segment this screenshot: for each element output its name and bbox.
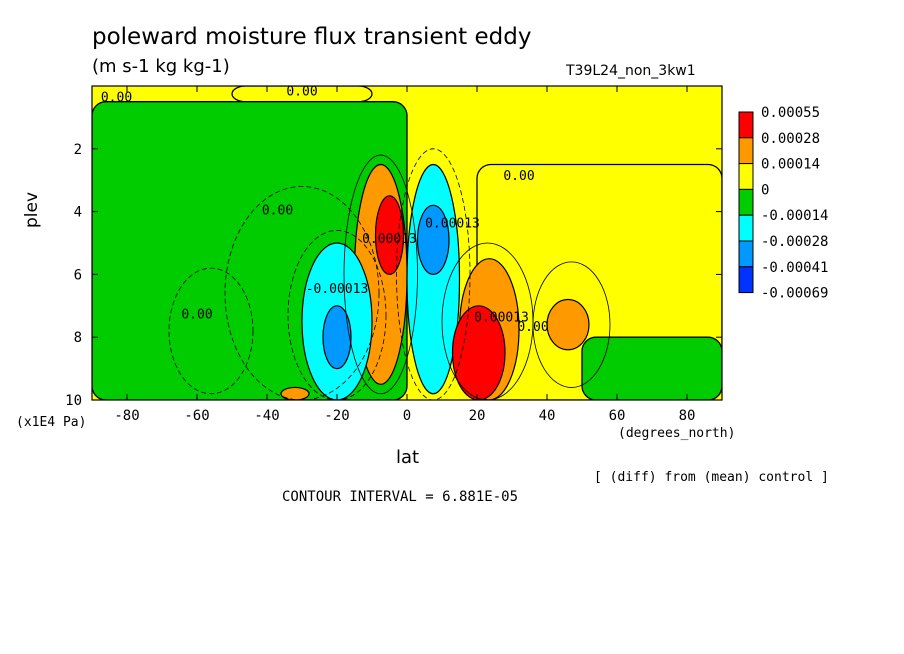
colorbar-label: 0.00014 (761, 157, 820, 173)
x-tick-label: 80 (679, 408, 696, 424)
contour-ring-6 (168, 267, 254, 395)
contour-labels: 0.00 0.000.000.000.000.000.000130.00013-0… (101, 84, 549, 335)
colorbar-swatch (738, 266, 754, 294)
contour-label: 0.00 (517, 320, 548, 335)
region-red-6 (374, 195, 405, 275)
contour-label: 0.00 (101, 91, 132, 106)
region-green-4 (581, 336, 722, 400)
region-orange-14 (280, 386, 310, 400)
experiment-label: T39L24_non_3kw1 (566, 63, 696, 79)
colorbar-label: 0.00028 (761, 131, 820, 147)
x-tick-label: -80 (114, 408, 139, 424)
contour-label: 0.00 (181, 307, 212, 322)
region-blue-12 (322, 305, 352, 370)
x-tick-label: -20 (324, 408, 349, 424)
y-tick-label: 4 (74, 205, 82, 221)
colorbar-label: -0.00014 (761, 208, 828, 224)
region-cyan-7 (406, 163, 461, 395)
y-tick-label: 6 (74, 267, 82, 283)
contour-label: 0.00 (262, 204, 293, 219)
contour-label: 0.00 (503, 169, 534, 184)
x-axis-label: lat (396, 447, 420, 468)
diff-note: [ (diff) from (mean) control ] (594, 470, 829, 485)
colorbar-label: -0.00028 (761, 234, 828, 250)
contour-ring-5 (532, 261, 611, 388)
region-orange-13 (546, 298, 590, 351)
colorbar: 0.00055 0.00028 0.00014 0 -0.00014 -0.00028 -0… (738, 105, 828, 302)
x-axis-ticks: -80 -60 -40 -20 0 20 40 60 80 (114, 86, 695, 424)
colorbar-swatch (738, 163, 754, 190)
colorbar-swatch (738, 188, 754, 216)
contour-label: 0.00013 (425, 216, 480, 231)
contour-ring-2 (287, 230, 387, 400)
x-tick-label: 40 (539, 408, 556, 424)
y-axis-unit: (x1E4 Pa) (16, 415, 87, 430)
colorbar-swatch (738, 214, 754, 242)
contour-label: 0.00013 (474, 311, 529, 326)
x-tick-label: 20 (469, 408, 486, 424)
colorbar-swatch (738, 111, 754, 139)
x-axis-unit: (degrees_north) (618, 426, 736, 441)
y-tick-label: 10 (65, 393, 82, 409)
contour-interval: CONTOUR INTERVAL = 6.881E-05 (282, 489, 519, 505)
colorbar-swatch (738, 137, 754, 165)
x-tick-label: -60 (184, 408, 209, 424)
contour-ring-0 (343, 154, 418, 395)
colorbar-label: 0 (761, 182, 769, 198)
colorbar-label: -0.00069 (761, 286, 828, 302)
colorbar-swatch (738, 240, 754, 268)
y-tick-label: 2 (74, 142, 82, 158)
x-tick-label: -40 (254, 408, 279, 424)
x-tick-label: 60 (609, 408, 626, 424)
y-axis-ticks: 2 4 6 8 10 (65, 142, 722, 409)
contour-label: -0.00013 (306, 282, 369, 297)
chart-title: poleward moisture flux transient eddy (92, 24, 532, 50)
contour-label: 0.00013 (362, 232, 417, 247)
colorbar-label: -0.00041 (761, 260, 828, 276)
colorbar-label: 0.00055 (761, 105, 820, 121)
x-tick-label: 0 (403, 408, 411, 424)
region-blue-8 (416, 204, 450, 276)
y-tick-label: 8 (74, 330, 82, 346)
contour-label: 0.00 (286, 84, 317, 99)
chart-units: (m s-1 kg kg-1) (92, 56, 230, 77)
